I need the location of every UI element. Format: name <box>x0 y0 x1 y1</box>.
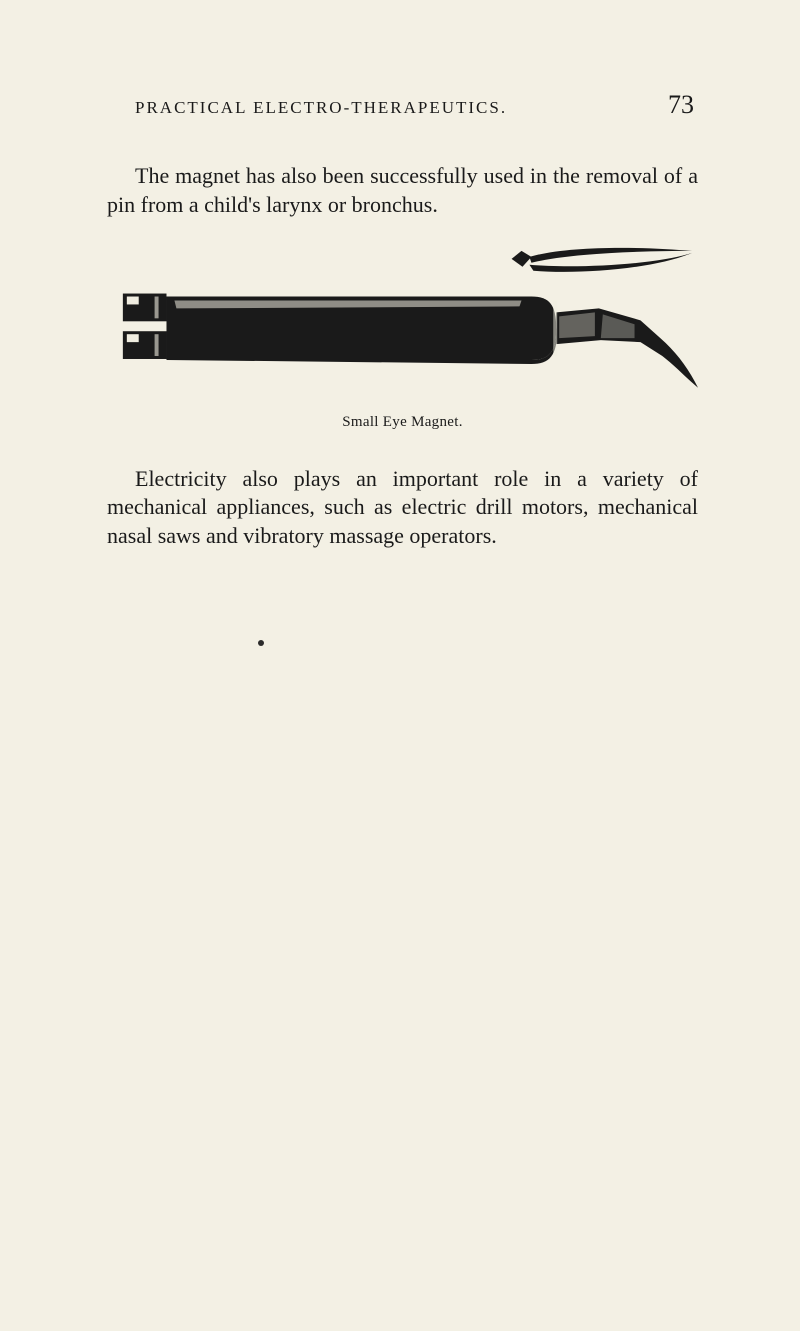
page-number: 73 <box>668 90 694 120</box>
running-header: PRACTICAL ELECTRO-THERAPEUTICS. 73 <box>105 90 700 120</box>
eye-magnet-illustration <box>105 239 700 408</box>
magnet-body-icon <box>123 294 698 388</box>
paragraph-1: The magnet has also been successfully us… <box>105 162 700 219</box>
figure-caption: Small Eye Magnet. <box>105 414 700 431</box>
tweezers-icon <box>512 248 692 272</box>
eye-magnet-figure: Small Eye Magnet. <box>105 239 700 431</box>
paragraph-2: Electricity also plays an important role… <box>105 465 700 551</box>
running-title: PRACTICAL ELECTRO-THERAPEUTICS. <box>135 98 507 118</box>
print-speck <box>258 640 264 646</box>
